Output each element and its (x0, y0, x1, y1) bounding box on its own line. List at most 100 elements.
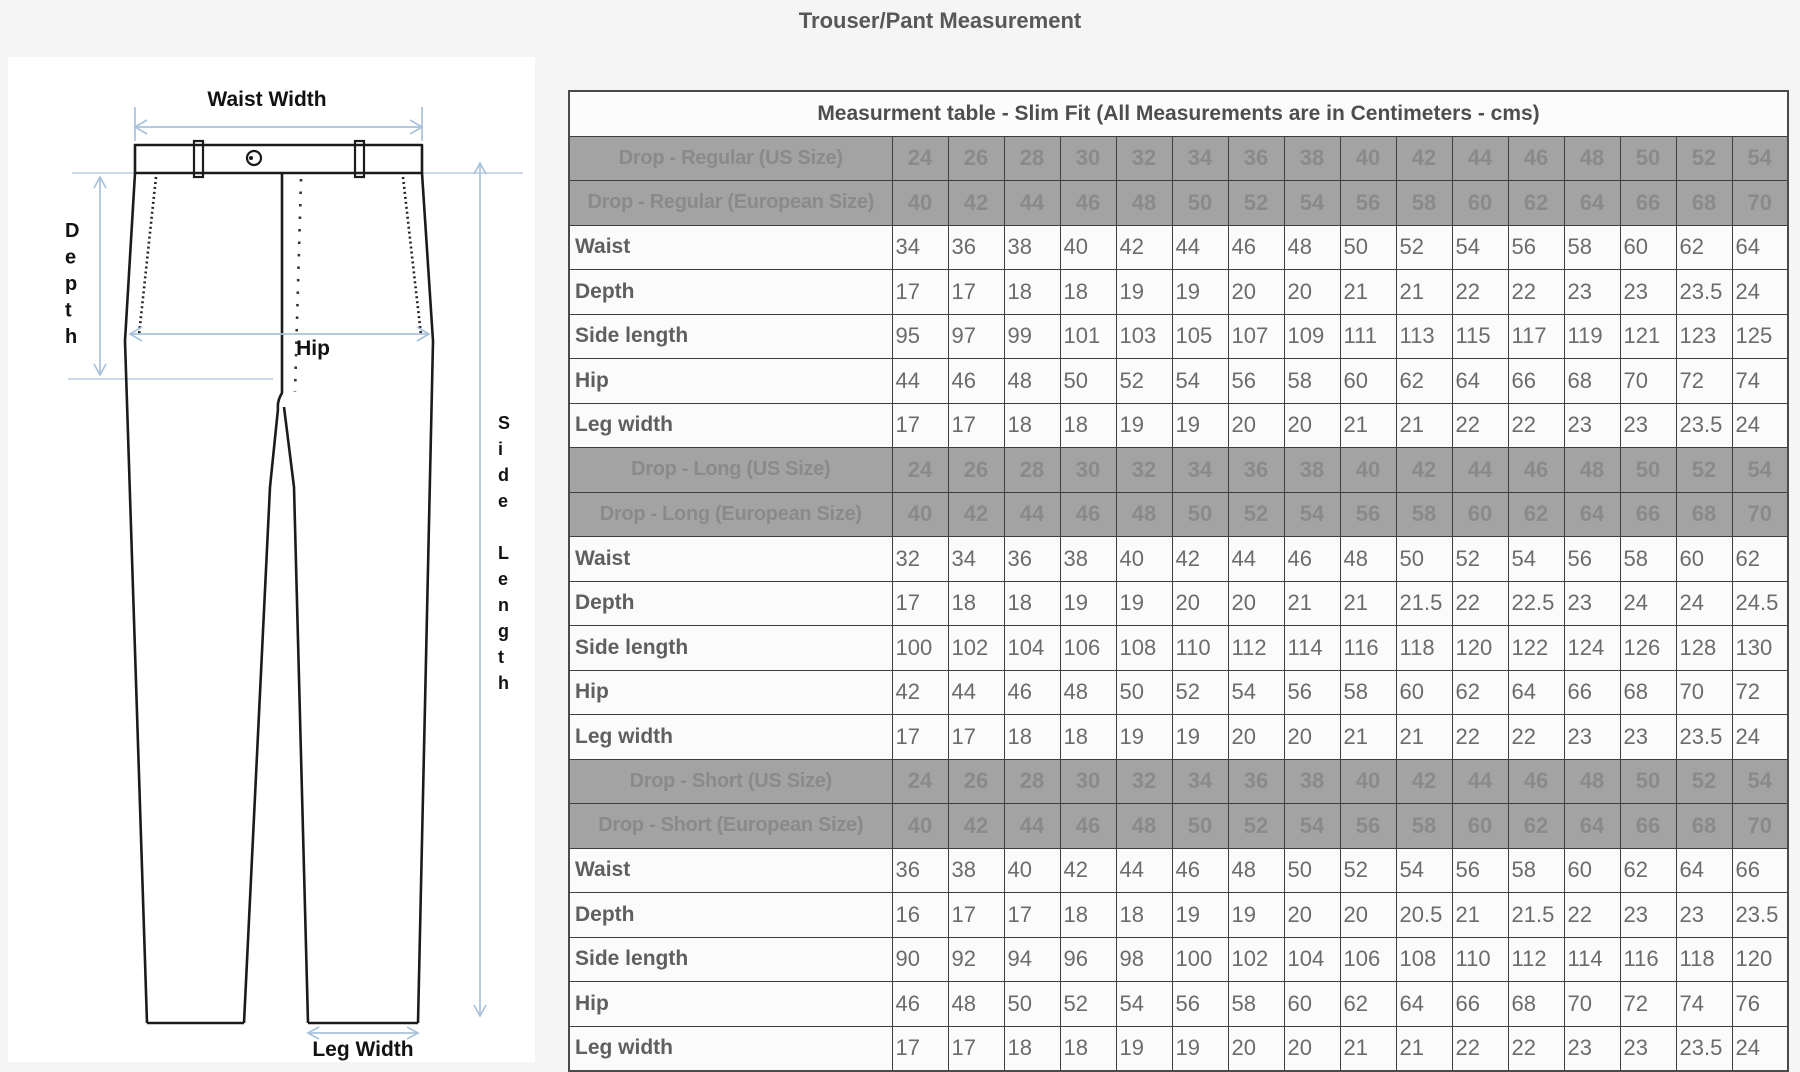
value-cell: 66 (1451, 981, 1509, 1027)
value-cell: 40 (1059, 224, 1117, 270)
value-cell: 70 (1675, 669, 1733, 715)
value-cell: 54 (1507, 536, 1565, 582)
us-size-row-label: Drop - Regular (US Size) (568, 135, 893, 181)
value-cell: 18 (1115, 892, 1173, 938)
value-cell: 32 (891, 536, 949, 582)
value-cell: 95 (891, 313, 949, 359)
value-cell: 60 (1283, 981, 1341, 1027)
value-cell: 52 (1171, 669, 1229, 715)
measurement-row: Hip 42 44 46 48 50 52 54 56 58 60 62 64 66 68 70 72 (568, 669, 1789, 715)
eu-size-cell: 64 (1563, 491, 1621, 537)
value-cell: 52 (1059, 981, 1117, 1027)
value-cell: 21 (1339, 714, 1397, 760)
value-cell: 21 (1395, 402, 1453, 448)
measurement-table-panel: Measurment table - Slim Fit (All Measure… (568, 90, 1790, 1072)
value-cell: 102 (1227, 936, 1285, 982)
eu-size-cell: 44 (1003, 491, 1061, 537)
value-cell: 66 (1563, 669, 1621, 715)
value-cell: 76 (1731, 981, 1789, 1027)
measure-row-label: Depth (568, 580, 893, 626)
us-size-cell: 50 (1619, 447, 1677, 493)
value-cell: 72 (1675, 358, 1733, 404)
value-cell: 44 (1227, 536, 1285, 582)
value-cell: 44 (891, 358, 949, 404)
value-cell: 22 (1451, 269, 1509, 315)
value-cell: 56 (1171, 981, 1229, 1027)
eu-size-cell: 50 (1171, 180, 1229, 226)
eu-size-cell: 46 (1059, 491, 1117, 537)
value-cell: 20 (1283, 892, 1341, 938)
eu-size-cell: 42 (947, 491, 1005, 537)
eu-size-cell: 58 (1395, 491, 1453, 537)
waist-width-arrow (133, 107, 424, 141)
size-header-row: Drop - Regular (European Size) 40 42 44 46 48… (568, 180, 1789, 226)
right-inner-leg-line (282, 406, 310, 1024)
belt-loop-right (353, 139, 366, 179)
value-cell: 42 (1115, 224, 1173, 270)
value-cell: 24 (1731, 269, 1789, 315)
value-cell: 18 (1059, 892, 1117, 938)
eu-size-cell: 42 (947, 180, 1005, 226)
value-cell: 17 (891, 580, 949, 626)
depth-arrow (93, 175, 107, 377)
us-size-cell: 28 (1003, 135, 1061, 181)
us-size-cell: 42 (1395, 758, 1453, 804)
value-cell: 22 (1451, 1025, 1509, 1072)
measure-row-label: Depth (568, 892, 893, 938)
value-cell: 38 (1059, 536, 1117, 582)
value-cell: 48 (1339, 536, 1397, 582)
measure-row-label: Waist (568, 536, 893, 582)
value-cell: 22 (1507, 269, 1565, 315)
waist-button-hole (249, 156, 253, 160)
value-cell: 118 (1395, 625, 1453, 671)
value-cell: 117 (1507, 313, 1565, 359)
value-cell: 21 (1339, 580, 1397, 626)
measurement-row: Waist 36 38 40 42 44 46 48 50 52 54 56 58 60 62 64 66 (568, 847, 1789, 893)
us-size-cell: 24 (891, 135, 949, 181)
value-cell: 23 (1619, 1025, 1677, 1072)
value-cell: 94 (1003, 936, 1061, 982)
value-cell: 120 (1451, 625, 1509, 671)
eu-size-cell: 40 (891, 180, 949, 226)
value-cell: 112 (1227, 625, 1285, 671)
us-size-cell: 42 (1395, 135, 1453, 181)
value-cell: 24 (1731, 402, 1789, 448)
value-cell: 22 (1451, 580, 1509, 626)
value-cell: 19 (1115, 714, 1173, 760)
value-cell: 23 (1563, 580, 1621, 626)
value-cell: 21.5 (1395, 580, 1453, 626)
value-cell: 20 (1283, 269, 1341, 315)
us-size-cell: 50 (1619, 135, 1677, 181)
value-cell: 18 (1003, 402, 1061, 448)
value-cell: 62 (1675, 224, 1733, 270)
value-cell: 21 (1451, 892, 1509, 938)
value-cell: 106 (1059, 625, 1117, 671)
value-cell: 54 (1227, 669, 1285, 715)
us-size-cell: 40 (1339, 758, 1397, 804)
hip-arrow (128, 326, 431, 342)
value-cell: 18 (1003, 714, 1061, 760)
us-size-cell: 44 (1451, 135, 1509, 181)
us-size-cell: 40 (1339, 135, 1397, 181)
value-cell: 123 (1675, 313, 1733, 359)
us-size-cell: 50 (1619, 758, 1677, 804)
value-cell: 17 (947, 269, 1005, 315)
eu-size-cell: 66 (1619, 803, 1677, 849)
value-cell: 36 (891, 847, 949, 893)
value-cell: 20 (1283, 402, 1341, 448)
value-cell: 21 (1395, 714, 1453, 760)
us-size-cell: 44 (1451, 447, 1509, 493)
us-size-cell: 54 (1731, 758, 1789, 804)
value-cell: 23 (1619, 402, 1677, 448)
measure-row-label: Side length (568, 936, 893, 982)
value-cell: 48 (1283, 224, 1341, 270)
value-cell: 128 (1675, 625, 1733, 671)
left-inner-leg-line (242, 408, 280, 1024)
value-cell: 64 (1731, 224, 1789, 270)
value-cell: 102 (947, 625, 1005, 671)
value-cell: 24 (1731, 1025, 1789, 1072)
value-cell: 34 (891, 224, 949, 270)
value-cell: 92 (947, 936, 1005, 982)
